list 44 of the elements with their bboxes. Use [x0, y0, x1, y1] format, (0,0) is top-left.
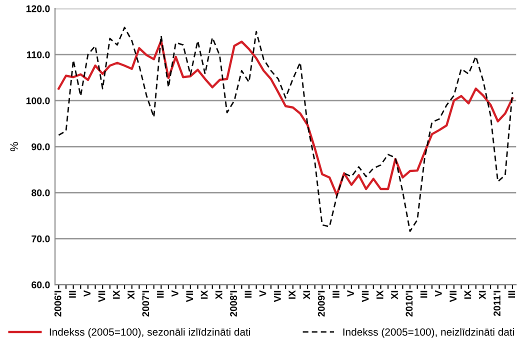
- legend-label: Indekss (2005=100), sezonāli izlīdzināti dati: [50, 328, 250, 338]
- x-tick-label: IX: [113, 290, 120, 299]
- y-tick-label: 90.0: [32, 143, 50, 150]
- x-tick-label: 2008'I: [230, 290, 237, 317]
- x-tick-label: V: [84, 290, 90, 297]
- x-tick-label: IX: [200, 290, 208, 299]
- y-tick-label: 110.0: [26, 51, 50, 58]
- y-tick-label: 70.0: [32, 235, 50, 242]
- x-tick-label: 2010'I: [406, 290, 413, 317]
- x-tick-label: V: [172, 290, 178, 297]
- x-tick-label: III: [508, 290, 515, 298]
- y-tick-label: 80.0: [32, 189, 50, 196]
- x-tick-label: 2011'I: [494, 290, 500, 316]
- x-tick-label: VII: [274, 290, 281, 302]
- x-tick-label: 2007'I: [142, 290, 150, 317]
- x-tick-label: VII: [362, 290, 369, 302]
- x-tick-label: 2009'I: [318, 290, 325, 317]
- y-tick-label: 60.0: [32, 281, 50, 288]
- line-series: [58, 26, 514, 232]
- x-tick-label: III: [244, 290, 252, 298]
- x-tick-label: V: [435, 290, 442, 297]
- x-tick-label: III: [69, 290, 76, 298]
- x-tick-label: VII: [450, 290, 456, 302]
- x-tick-label: XI: [128, 290, 134, 300]
- x-tick-label: XI: [216, 290, 222, 300]
- y-tick-label: 120.0: [26, 5, 50, 12]
- y-tick-label: 100.0: [26, 97, 50, 104]
- x-tick-label: XI: [479, 290, 486, 300]
- x-tick-label: VII: [98, 290, 106, 302]
- x-tick-label: 2006'I: [54, 290, 62, 317]
- y-axis-title: %: [10, 142, 18, 152]
- x-tick-label: V: [347, 290, 354, 297]
- x-tick-label: XI: [303, 290, 310, 300]
- x-tick-label: IX: [464, 290, 472, 299]
- x-tick-label: VII: [186, 290, 193, 302]
- x-tick-label: III: [332, 290, 340, 298]
- line-series: [58, 40, 514, 196]
- x-tick-label: III: [156, 290, 164, 298]
- legend-label: Indekss (2005=100), neizlīdzināti dati: [343, 328, 514, 338]
- x-tick-label: III: [420, 290, 428, 298]
- x-tick-label: XI: [391, 290, 398, 300]
- x-tick-label: V: [259, 290, 266, 297]
- x-tick-label: IX: [376, 290, 384, 299]
- x-tick-label: IX: [288, 290, 296, 299]
